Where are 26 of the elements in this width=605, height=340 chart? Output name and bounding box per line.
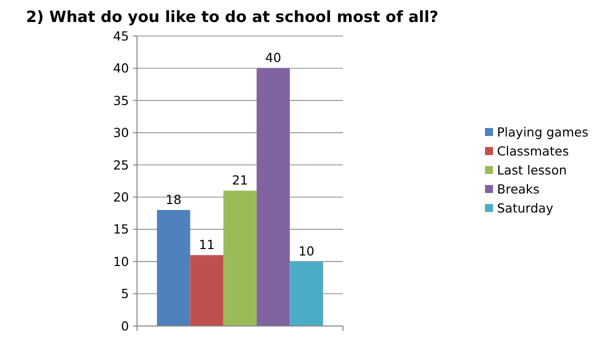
legend-label: Playing games: [497, 124, 588, 140]
bar: [223, 190, 257, 326]
y-tick-label: 45: [113, 28, 129, 44]
legend-label: Breaks: [497, 181, 540, 196]
y-tick-label: 10: [113, 254, 130, 269]
data-label: 21: [232, 172, 248, 188]
y-tick-label: 35: [113, 92, 129, 108]
y-tick-label: 40: [113, 60, 130, 76]
y-tick-label: 30: [113, 125, 130, 140]
bar: [190, 255, 224, 326]
data-label: 11: [198, 237, 215, 252]
bar: [256, 68, 290, 326]
y-tick-label: 25: [113, 157, 129, 172]
legend-label: Last lesson: [497, 162, 567, 178]
data-label: 18: [166, 192, 182, 207]
bar: [156, 210, 190, 326]
bar: [290, 262, 324, 326]
data-label: 40: [265, 50, 282, 66]
y-tick-label: 0: [121, 318, 130, 334]
data-label: 10: [298, 244, 314, 259]
y-tick-label: 15: [113, 222, 129, 237]
legend-label: Saturday: [497, 200, 554, 216]
y-tick-label: 5: [121, 286, 129, 302]
chart-title: 2) What do you like to do at school most of all?: [26, 8, 438, 26]
y-tick-label: 20: [113, 189, 130, 204]
legend-label: Classmates: [497, 143, 569, 158]
